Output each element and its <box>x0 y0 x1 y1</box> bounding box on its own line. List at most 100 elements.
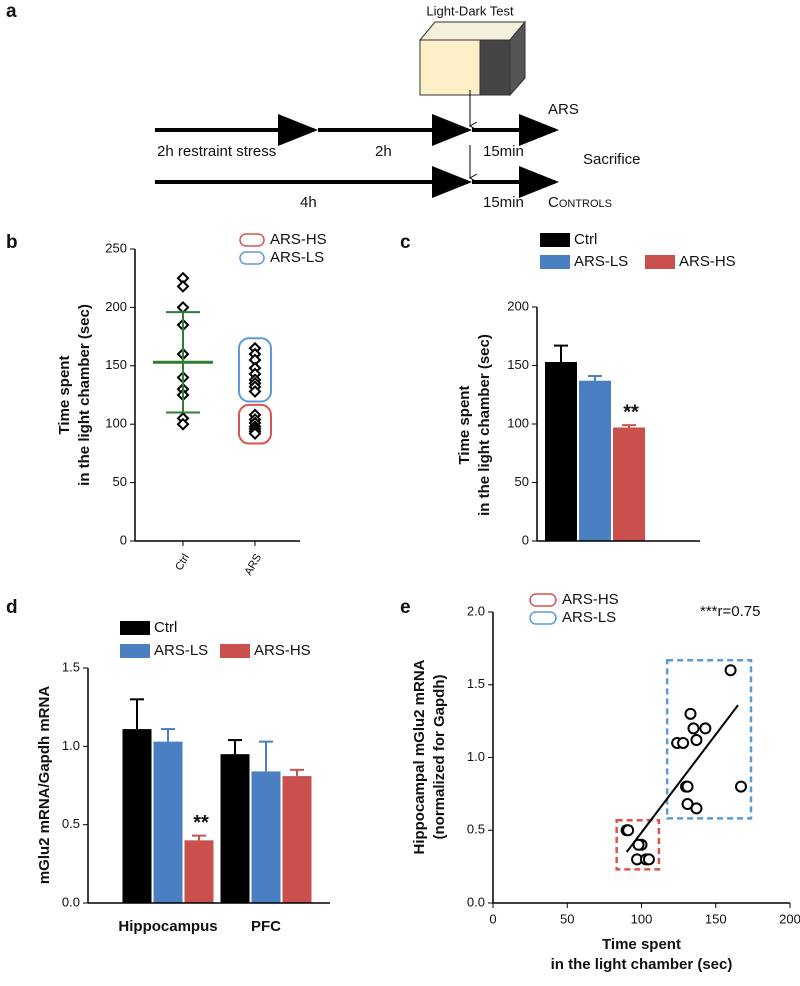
legend-swatch <box>529 593 557 607</box>
y-tick-label: 150 <box>507 357 529 372</box>
data-point <box>681 780 694 793</box>
box-icon <box>418 20 527 97</box>
bar <box>220 754 250 903</box>
data-point <box>734 780 747 793</box>
sacrifice-label: Sacrifice <box>583 151 641 168</box>
group-box <box>665 658 753 820</box>
legend-swatch <box>120 621 150 635</box>
legend-label: ARS-HS <box>679 253 736 270</box>
y-axis-label: in the light chamber (sec) <box>76 304 93 486</box>
diagram: a Light-Dark Test ARS 2h restraint stres… <box>6 1 641 211</box>
x-tick-label: 100 <box>631 911 653 926</box>
ars-label: ARS <box>548 101 579 118</box>
test-label: Light-Dark Test <box>426 3 514 18</box>
legend-label: ARS-LS <box>562 609 616 626</box>
controls-label: Controls <box>548 194 612 211</box>
bar <box>184 840 214 903</box>
control-wait-label: 4h <box>300 194 317 211</box>
y-axis-label: Time spent <box>56 356 73 435</box>
y-tick-label: 0.0 <box>467 894 485 909</box>
legend-swatch <box>239 251 265 265</box>
legend-label: ARS-LS <box>154 642 208 659</box>
group-box <box>615 819 661 871</box>
legend-label: ARS-LS <box>270 249 324 266</box>
y-tick-label: 0 <box>522 532 529 547</box>
x-tick-label: ARS <box>242 552 264 578</box>
data-point <box>632 838 645 851</box>
x-tick-label: Ctrl <box>173 552 192 573</box>
x-axis-label: in the light chamber (sec) <box>551 956 733 973</box>
data-point <box>622 824 635 837</box>
bar <box>153 741 183 903</box>
x-tick-label: 200 <box>779 911 800 926</box>
data-point <box>176 417 190 431</box>
x-tick-label: 150 <box>705 911 727 926</box>
y-axis-label: mGlu2 mRNA/Gapdh mRNA <box>36 686 53 885</box>
stress-label: 2h restraint stress <box>157 143 276 160</box>
data-point <box>248 427 262 440</box>
y-tick-label: 1.0 <box>62 738 80 753</box>
legend-label: ARS-HS <box>270 231 327 248</box>
y-tick-label: 0 <box>120 532 127 547</box>
y-tick-label: 50 <box>515 474 529 489</box>
bar <box>579 380 611 541</box>
bar <box>122 729 152 903</box>
y-tick-label: 200 <box>507 298 529 313</box>
legend-label: ARS-HS <box>562 591 619 608</box>
data-point <box>724 664 737 677</box>
data-point <box>699 722 712 735</box>
y-tick-label: 250 <box>105 240 127 255</box>
y-tick-label: 1.0 <box>467 749 485 764</box>
panel-label: c <box>400 232 411 253</box>
bar <box>545 361 577 541</box>
x-tick-label: Hippocampus <box>118 918 217 935</box>
y-tick-label: 100 <box>105 416 127 431</box>
correlation: ***r=0.75 <box>700 603 760 620</box>
data-point <box>176 300 190 314</box>
data-point <box>690 802 703 815</box>
data-point <box>248 385 262 398</box>
data-point <box>684 707 697 720</box>
legend-swatch <box>529 611 557 625</box>
data-point <box>687 722 700 735</box>
y-tick-label: 2.0 <box>467 603 485 618</box>
wait-label: 2h <box>375 143 392 160</box>
significance: ** <box>193 812 209 834</box>
x-tick-label: 50 <box>560 911 574 926</box>
control-test-duration: 15min <box>483 194 524 211</box>
panel-label: a <box>6 1 17 22</box>
y-axis-label: Hippocampal mGlu2 mRNA <box>411 659 428 854</box>
legend-swatch <box>239 233 265 247</box>
legend-label: Ctrl <box>574 231 597 248</box>
data-point <box>677 736 690 749</box>
group-outline <box>238 337 272 403</box>
test-duration: 15min <box>483 143 524 160</box>
y-tick-label: 100 <box>507 415 529 430</box>
y-tick-label: 150 <box>105 357 127 372</box>
y-tick-label: 0.5 <box>467 822 485 837</box>
panel-label: e <box>400 597 411 618</box>
legend-swatch <box>120 644 150 658</box>
legend-swatch <box>540 255 570 269</box>
bar <box>282 776 312 903</box>
x-axis-label: Time spent <box>602 936 681 953</box>
legend-label: ARS-HS <box>254 642 311 659</box>
legend-label: Ctrl <box>154 619 177 636</box>
y-axis-label: (normalized for Gapdh) <box>431 674 448 839</box>
data-point <box>690 734 703 747</box>
x-tick-label: 0 <box>489 911 496 926</box>
legend-swatch <box>220 644 250 658</box>
panel-label: b <box>6 232 18 253</box>
data-point <box>176 279 190 293</box>
fit-line <box>625 704 739 853</box>
data-point <box>642 853 655 866</box>
legend-label: ARS-LS <box>574 253 628 270</box>
y-tick-label: 0.5 <box>62 816 80 831</box>
y-tick-label: 50 <box>113 474 127 489</box>
panel-label: d <box>6 597 18 618</box>
significance: ** <box>623 401 639 423</box>
y-tick-label: 1.5 <box>62 659 80 674</box>
legend-swatch <box>540 233 570 247</box>
legend-swatch <box>645 255 675 269</box>
